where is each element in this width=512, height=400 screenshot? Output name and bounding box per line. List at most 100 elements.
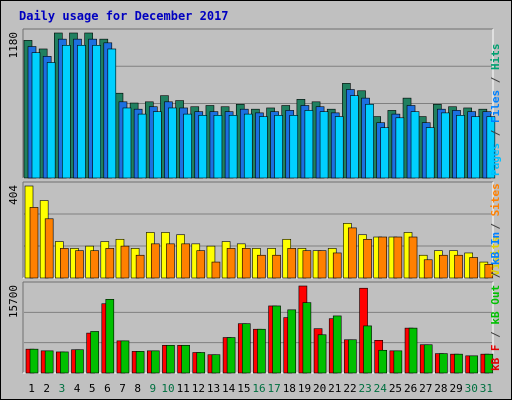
bar-sites bbox=[166, 243, 175, 279]
x-tick-label: 20 bbox=[313, 382, 326, 395]
bar-sites bbox=[378, 236, 388, 279]
x-tick-label: 1 bbox=[28, 382, 35, 395]
bar-pages bbox=[486, 116, 496, 179]
bar-pages bbox=[274, 115, 283, 179]
side-label-part: / bbox=[489, 265, 502, 285]
bar-sites bbox=[105, 248, 115, 279]
bar-kb-out bbox=[166, 344, 175, 374]
bar-pages bbox=[471, 116, 480, 179]
x-tick-label: 15 bbox=[237, 382, 250, 395]
bar-kb-out bbox=[272, 305, 281, 374]
bar-kb-out bbox=[484, 353, 494, 374]
bar-kb-out bbox=[44, 350, 54, 374]
y-max-label: 404 bbox=[7, 185, 20, 205]
bar-kb-out bbox=[120, 340, 130, 374]
bar-sites bbox=[348, 227, 357, 279]
bar-kb-out bbox=[211, 354, 221, 374]
bar-kb-out bbox=[105, 298, 115, 374]
x-tick-label: 31 bbox=[480, 382, 493, 395]
x-tick-label: 22 bbox=[343, 382, 356, 395]
bar-pages bbox=[31, 52, 41, 179]
bar-pages bbox=[62, 44, 71, 179]
bar-kb-out bbox=[363, 325, 372, 374]
bar-pages bbox=[152, 111, 162, 179]
bar-pages bbox=[122, 107, 132, 179]
bar-kb-out bbox=[181, 344, 190, 374]
bar-sites bbox=[408, 236, 418, 279]
side-label: kB F / kB Out / kB In bbox=[489, 232, 502, 371]
bar-sites bbox=[257, 254, 266, 279]
bar-sites bbox=[135, 254, 145, 279]
bar-sites bbox=[363, 238, 372, 279]
bar-sites bbox=[150, 243, 160, 279]
bar-sites bbox=[181, 243, 190, 279]
bar-sites bbox=[196, 250, 206, 279]
bar-sites bbox=[60, 248, 69, 279]
x-tick-label: 4 bbox=[74, 382, 81, 395]
x-tick-label: 11 bbox=[177, 382, 190, 395]
bar-pages bbox=[228, 115, 238, 179]
side-label-part: / bbox=[489, 325, 502, 345]
bar-kb-out bbox=[287, 309, 297, 374]
bar-kb-out bbox=[257, 328, 266, 374]
bar-kb-out bbox=[378, 349, 388, 374]
x-tick-label: 5 bbox=[89, 382, 96, 395]
bar-kb-out bbox=[408, 327, 418, 374]
bar-pages bbox=[168, 107, 177, 179]
bar-pages bbox=[137, 113, 147, 179]
bar-pages bbox=[365, 103, 374, 179]
bar-sites bbox=[317, 250, 327, 279]
chart-title: Daily usage for December 2017 bbox=[19, 9, 229, 23]
bar-pages bbox=[46, 62, 56, 179]
bar-kb-out bbox=[469, 355, 478, 374]
bar-sites bbox=[332, 252, 342, 279]
bar-sites bbox=[287, 248, 297, 279]
bar-kb-out bbox=[29, 348, 39, 374]
x-tick-label: 25 bbox=[389, 382, 402, 395]
x-tick-label: 24 bbox=[374, 382, 388, 395]
bar-pages bbox=[395, 117, 405, 179]
bar-sites bbox=[75, 250, 84, 279]
x-tick-label: 13 bbox=[207, 382, 220, 395]
y-max-label: 15700 bbox=[7, 285, 20, 318]
bar-kb-out bbox=[439, 353, 448, 374]
bar-pages bbox=[350, 95, 359, 179]
bar-kb-out bbox=[393, 350, 403, 374]
bar-pages bbox=[198, 115, 208, 179]
bar-kb-out bbox=[226, 337, 236, 374]
side-label-part: kB In bbox=[489, 232, 502, 265]
bar-pages bbox=[319, 111, 329, 179]
x-tick-label: 3 bbox=[59, 382, 66, 395]
x-tick-label: 17 bbox=[268, 382, 281, 395]
bar-kb-out bbox=[302, 302, 312, 374]
bar-kb-out bbox=[90, 331, 99, 374]
bar-pages bbox=[92, 44, 101, 179]
x-tick-label: 16 bbox=[252, 382, 265, 395]
bar-pages bbox=[456, 115, 465, 179]
bar-sites bbox=[439, 254, 448, 279]
side-label-part: Sites bbox=[489, 183, 502, 216]
bar-pages bbox=[289, 115, 299, 179]
bar-kb-out bbox=[348, 339, 357, 374]
bar-pages bbox=[380, 127, 390, 179]
bar-sites bbox=[211, 261, 221, 279]
x-tick-label: 18 bbox=[283, 382, 296, 395]
x-tick-label: 27 bbox=[419, 382, 432, 395]
side-label-part: / bbox=[489, 70, 502, 90]
bar-pages bbox=[441, 112, 450, 179]
bar-kb-out bbox=[241, 323, 251, 374]
bar-kb-out bbox=[332, 315, 342, 374]
bar-sites bbox=[241, 248, 251, 279]
x-tick-label: 28 bbox=[434, 382, 447, 395]
x-tick-label: 21 bbox=[328, 382, 341, 395]
bar-sites bbox=[120, 245, 130, 279]
side-label-part: Files bbox=[489, 90, 502, 123]
x-tick-label: 29 bbox=[449, 382, 462, 395]
bar-sites bbox=[272, 254, 281, 279]
side-label-part: Pages bbox=[489, 143, 502, 176]
x-tick-label: 12 bbox=[192, 382, 205, 395]
bar-sites bbox=[469, 257, 478, 279]
bar-sites bbox=[302, 250, 312, 279]
bar-kb-out bbox=[135, 351, 145, 374]
